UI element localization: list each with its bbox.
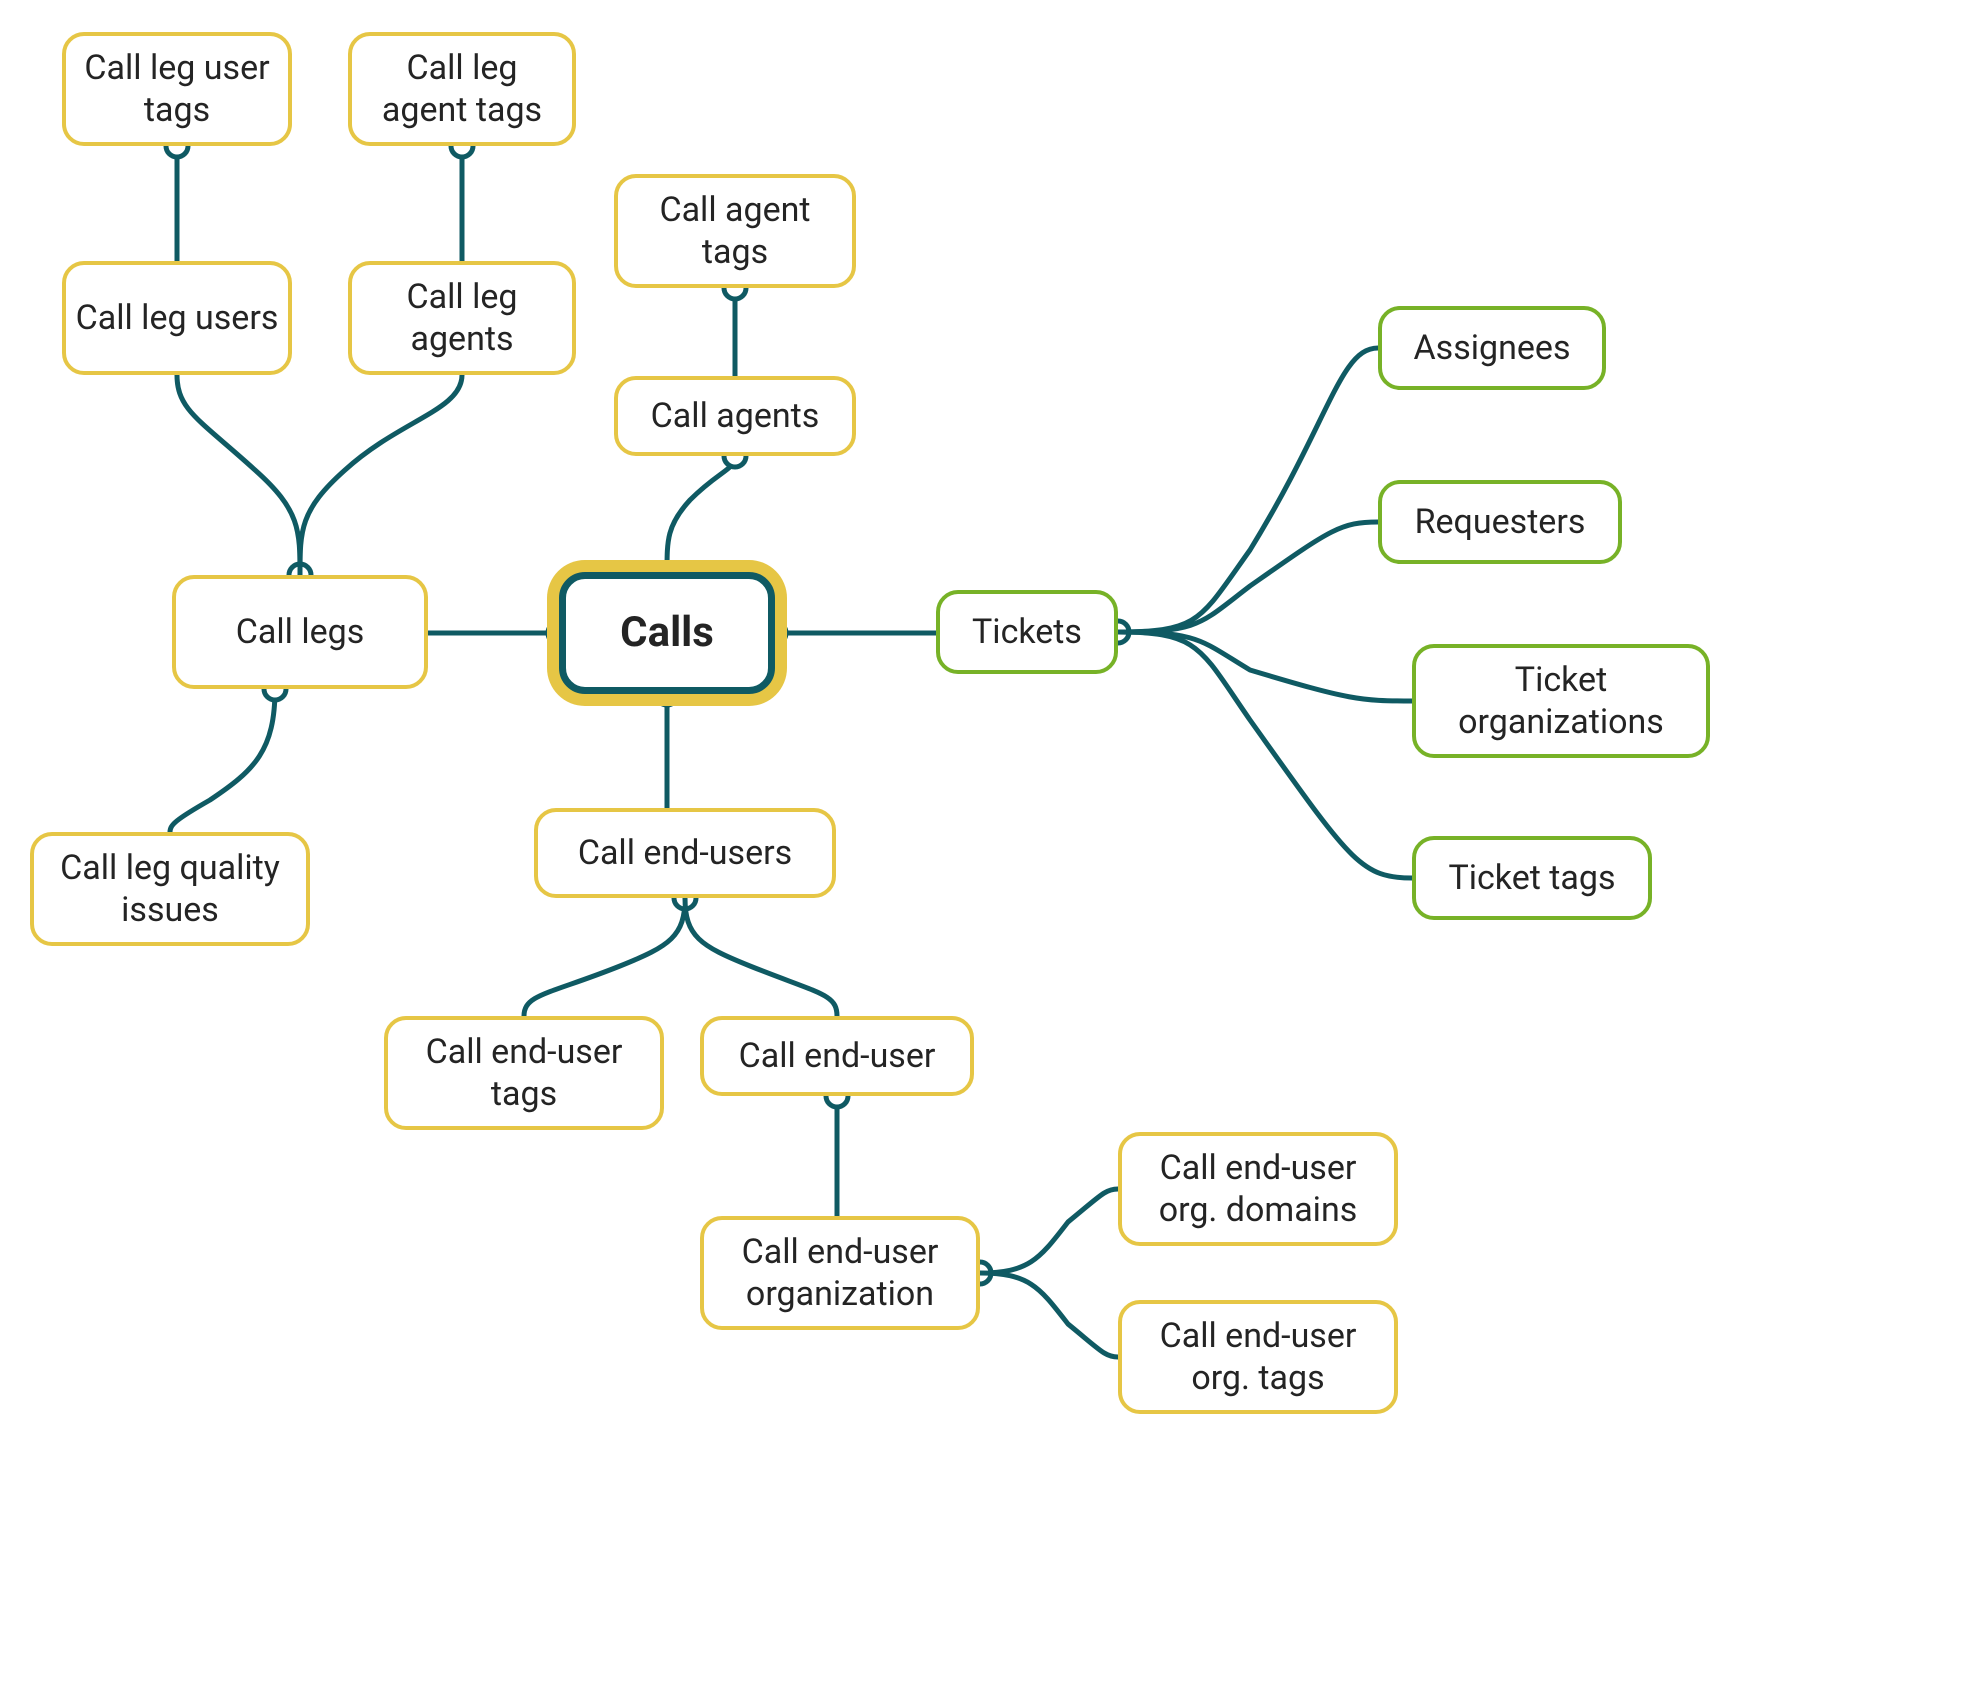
node-label: Requesters	[1407, 501, 1594, 544]
node-call_agents: Call agents	[614, 376, 856, 456]
node-call_eu: Call end-user	[700, 1016, 974, 1096]
node-ticket_tags: Ticket tags	[1412, 836, 1652, 920]
node-label: Call end-user organization	[704, 1231, 976, 1316]
node-call_leg_quality: Call leg quality issues	[30, 832, 310, 946]
edge	[685, 898, 837, 1016]
edge	[170, 689, 275, 832]
edge	[1118, 522, 1378, 632]
node-label: Ticket tags	[1440, 857, 1623, 900]
node-label: Tickets	[964, 611, 1090, 654]
node-label: Assignees	[1405, 327, 1578, 370]
node-label: Call end-user	[731, 1035, 944, 1078]
node-call_legs: Call legs	[172, 575, 428, 689]
node-call_leg_agent_tags: Call leg agent tags	[348, 32, 576, 146]
node-call_leg_users: Call leg users	[62, 261, 292, 375]
node-label: Call end-user tags	[388, 1031, 660, 1116]
node-call_leg_user_tags: Call leg user tags	[62, 32, 292, 146]
edge	[1118, 632, 1412, 878]
node-call_eu_org_domains: Call end-user org. domains	[1118, 1132, 1398, 1246]
node-label: Call leg users	[68, 297, 287, 340]
node-label: Ticket organizations	[1416, 659, 1706, 744]
edge	[300, 375, 462, 575]
node-requesters: Requesters	[1378, 480, 1622, 564]
edge	[980, 1189, 1118, 1273]
node-label: Call end-users	[570, 832, 800, 875]
node-label: Call agents	[643, 395, 828, 438]
node-label: Call agent tags	[618, 189, 852, 274]
edge	[667, 456, 735, 572]
node-call_eu_org_tags: Call end-user org. tags	[1118, 1300, 1398, 1414]
node-label: Call leg user tags	[66, 47, 288, 132]
node-call_agent_tags: Call agent tags	[614, 174, 856, 288]
node-call_end_users: Call end-users	[534, 808, 836, 898]
node-calls: Calls	[559, 572, 775, 694]
node-call_eu_org: Call end-user organization	[700, 1216, 980, 1330]
node-label: Call end-user org. domains	[1122, 1147, 1394, 1232]
edge	[1118, 348, 1378, 632]
edge	[980, 1273, 1118, 1357]
edge	[177, 375, 300, 575]
diagram-stage: Calls Call legs Call leg users Call leg use…	[0, 0, 1976, 1708]
node-label: Call leg agents	[352, 276, 572, 361]
node-label: Call end-user org. tags	[1122, 1315, 1394, 1400]
node-assignees: Assignees	[1378, 306, 1606, 390]
node-call_eu_tags: Call end-user tags	[384, 1016, 664, 1130]
node-label: Calls	[612, 607, 722, 660]
node-tickets: Tickets	[936, 590, 1118, 674]
node-label: Call legs	[228, 611, 373, 654]
edge	[1118, 632, 1412, 701]
node-ticket_orgs: Ticket organizations	[1412, 644, 1710, 758]
node-label: Call leg agent tags	[352, 47, 572, 132]
edge	[524, 898, 685, 1016]
node-label: Call leg quality issues	[34, 847, 306, 932]
node-call_leg_agents: Call leg agents	[348, 261, 576, 375]
